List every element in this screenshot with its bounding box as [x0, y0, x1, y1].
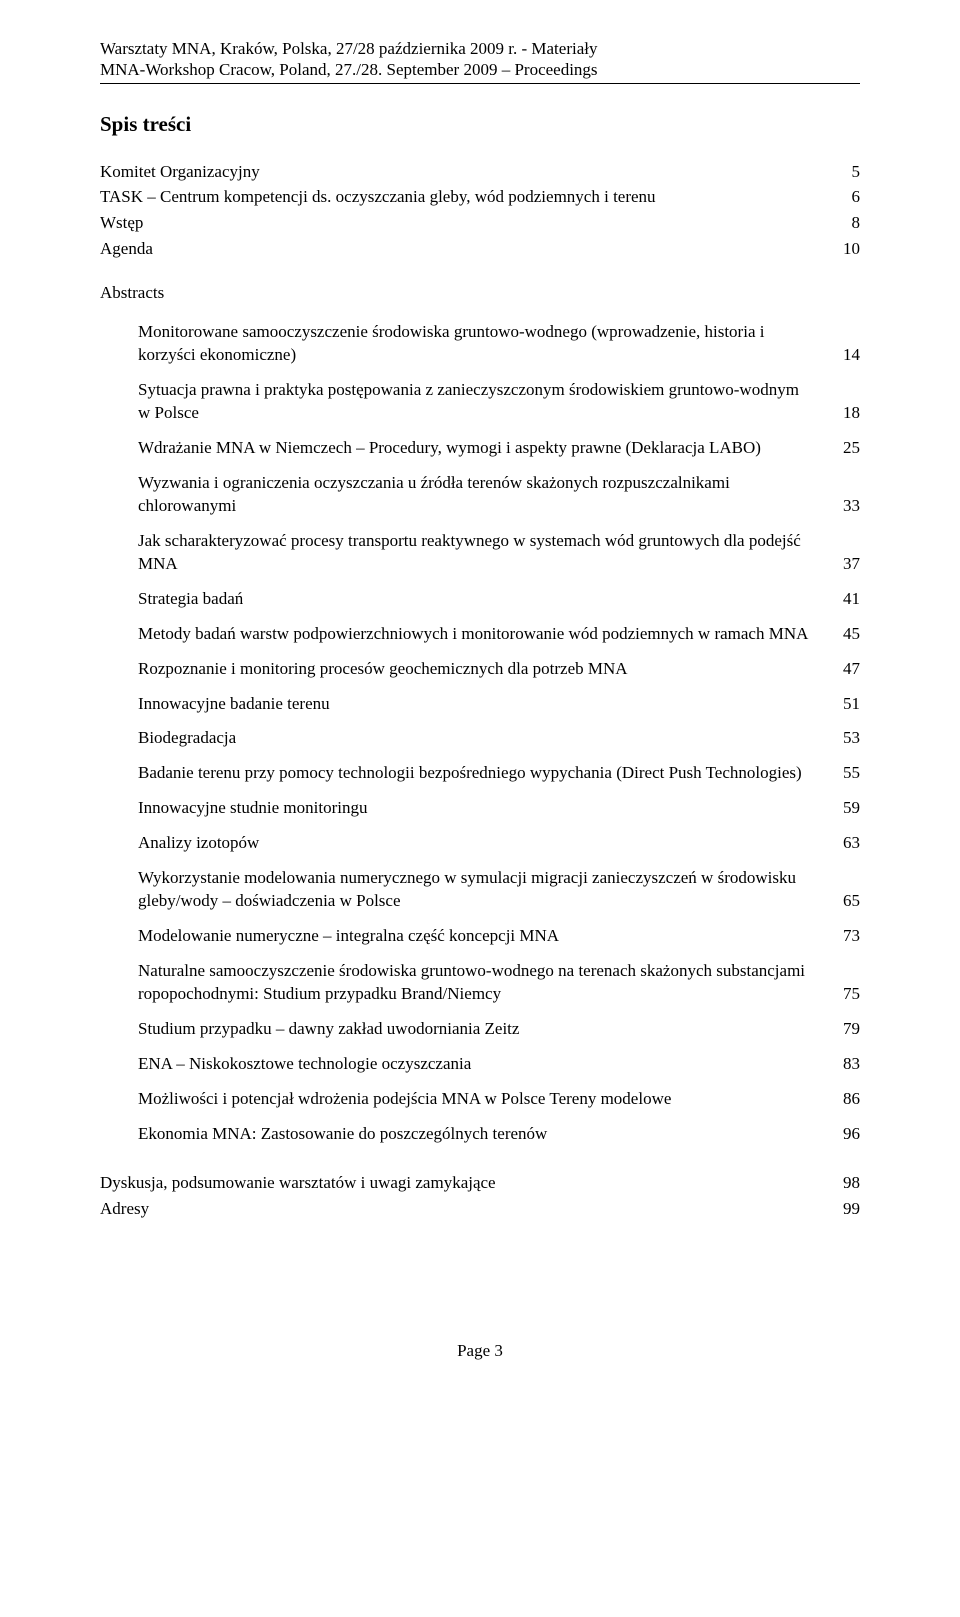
toc-page: 47: [832, 658, 860, 681]
toc-page: 86: [832, 1088, 860, 1111]
toc-label: Możliwości i potencjał wdrożenia podejśc…: [138, 1088, 832, 1111]
toc-row: Biodegradacja 53: [138, 727, 860, 750]
toc-row: Monitorowane samooczyszczenie środowiska…: [138, 321, 860, 367]
running-header: Warsztaty MNA, Kraków, Polska, 27/28 paź…: [100, 38, 860, 84]
toc-row: ENA – Niskokosztowe technologie oczyszcz…: [138, 1053, 860, 1076]
toc-page: 99: [832, 1198, 860, 1221]
toc-page: 53: [832, 727, 860, 750]
toc-row: Studium przypadku – dawny zakład uwodorn…: [138, 1018, 860, 1041]
toc-page: 8: [832, 212, 860, 235]
toc-row: Agenda 10: [100, 238, 860, 261]
toc-label: ENA – Niskokosztowe technologie oczyszcz…: [138, 1053, 832, 1076]
toc-row: TASK – Centrum kompetencji ds. oczyszcza…: [100, 186, 860, 209]
toc-label: Studium przypadku – dawny zakład uwodorn…: [138, 1018, 832, 1041]
toc-label: Wykorzystanie modelowania numerycznego w…: [138, 867, 832, 913]
toc-label: Komitet Organizacyjny: [100, 161, 832, 184]
abstracts-list: Monitorowane samooczyszczenie środowiska…: [100, 321, 860, 1145]
header-line-1: Warsztaty MNA, Kraków, Polska, 27/28 paź…: [100, 38, 860, 59]
toc-page: 96: [832, 1123, 860, 1146]
toc-page: 37: [832, 553, 860, 576]
page-container: Warsztaty MNA, Kraków, Polska, 27/28 paź…: [0, 0, 960, 1401]
toc-row: Sytuacja prawna i praktyka postępowania …: [138, 379, 860, 425]
toc-label: Metody badań warstw podpowierzchniowych …: [138, 623, 832, 646]
toc-row: Możliwości i potencjał wdrożenia podejśc…: [138, 1088, 860, 1111]
toc-label: Adresy: [100, 1198, 832, 1221]
toc-label: Modelowanie numeryczne – integralna częś…: [138, 925, 832, 948]
toc-page: 98: [832, 1172, 860, 1195]
toc-label: Monitorowane samooczyszczenie środowiska…: [138, 321, 832, 367]
toc-label: Ekonomia MNA: Zastosowanie do poszczegól…: [138, 1123, 832, 1146]
toc-row: Naturalne samooczyszczenie środowiska gr…: [138, 960, 860, 1006]
toc-label: Innowacyjne studnie monitoringu: [138, 797, 832, 820]
page-footer: Page 3: [100, 1341, 860, 1361]
toc-row: Komitet Organizacyjny 5: [100, 161, 860, 184]
toc-label: Wdrażanie MNA w Niemczech – Procedury, w…: [138, 437, 832, 460]
toc-page: 45: [832, 623, 860, 646]
toc-label: Wyzwania i ograniczenia oczyszczania u ź…: [138, 472, 832, 518]
toc-page: 14: [832, 344, 860, 367]
toc-label: TASK – Centrum kompetencji ds. oczyszcza…: [100, 186, 832, 209]
toc-row: Adresy 99: [100, 1198, 860, 1221]
toc-page: 18: [832, 402, 860, 425]
toc-page: 6: [832, 186, 860, 209]
header-line-2: MNA-Workshop Cracow, Poland, 27./28. Sep…: [100, 59, 860, 80]
toc-row: Strategia badań 41: [138, 588, 860, 611]
toc-label: Sytuacja prawna i praktyka postępowania …: [138, 379, 832, 425]
toc-label: Innowacyjne badanie terenu: [138, 693, 832, 716]
toc-page: 25: [832, 437, 860, 460]
backmatter-list: Dyskusja, podsumowanie warsztatów i uwag…: [100, 1172, 860, 1221]
toc-row: Metody badań warstw podpowierzchniowych …: [138, 623, 860, 646]
toc-row: Analizy izotopów 63: [138, 832, 860, 855]
toc-page: 10: [832, 238, 860, 261]
toc-label: Wstęp: [100, 212, 832, 235]
toc-page: 63: [832, 832, 860, 855]
toc-page: 79: [832, 1018, 860, 1041]
toc-row: Ekonomia MNA: Zastosowanie do poszczegól…: [138, 1123, 860, 1146]
toc-label: Analizy izotopów: [138, 832, 832, 855]
toc-page: 75: [832, 983, 860, 1006]
toc-label: Badanie terenu przy pomocy technologii b…: [138, 762, 832, 785]
page-title: Spis treści: [100, 112, 860, 137]
toc-row: Innowacyjne badanie terenu 51: [138, 693, 860, 716]
toc-label: Rozpoznanie i monitoring procesów geoche…: [138, 658, 832, 681]
abstracts-heading: Abstracts: [100, 283, 860, 303]
toc-page: 51: [832, 693, 860, 716]
toc-page: 59: [832, 797, 860, 820]
toc-row: Wykorzystanie modelowania numerycznego w…: [138, 867, 860, 913]
toc-label: Naturalne samooczyszczenie środowiska gr…: [138, 960, 832, 1006]
toc-row: Wdrażanie MNA w Niemczech – Procedury, w…: [138, 437, 860, 460]
toc-page: 33: [832, 495, 860, 518]
toc-row: Innowacyjne studnie monitoringu 59: [138, 797, 860, 820]
toc-page: 55: [832, 762, 860, 785]
toc-page: 83: [832, 1053, 860, 1076]
toc-label: Biodegradacja: [138, 727, 832, 750]
toc-row: Rozpoznanie i monitoring procesów geoche…: [138, 658, 860, 681]
toc-row: Badanie terenu przy pomocy technologii b…: [138, 762, 860, 785]
toc-label: Dyskusja, podsumowanie warsztatów i uwag…: [100, 1172, 832, 1195]
toc-row: Jak scharakteryzować procesy transportu …: [138, 530, 860, 576]
toc-row: Wstęp 8: [100, 212, 860, 235]
toc-page: 73: [832, 925, 860, 948]
toc-label: Jak scharakteryzować procesy transportu …: [138, 530, 832, 576]
toc-row: Dyskusja, podsumowanie warsztatów i uwag…: [100, 1172, 860, 1195]
toc-label: Agenda: [100, 238, 832, 261]
header-underline: [100, 83, 860, 84]
toc-page: 65: [832, 890, 860, 913]
toc-row: Modelowanie numeryczne – integralna częś…: [138, 925, 860, 948]
toc-page: 5: [832, 161, 860, 184]
toc-row: Wyzwania i ograniczenia oczyszczania u ź…: [138, 472, 860, 518]
toc-page: 41: [832, 588, 860, 611]
toc-label: Strategia badań: [138, 588, 832, 611]
